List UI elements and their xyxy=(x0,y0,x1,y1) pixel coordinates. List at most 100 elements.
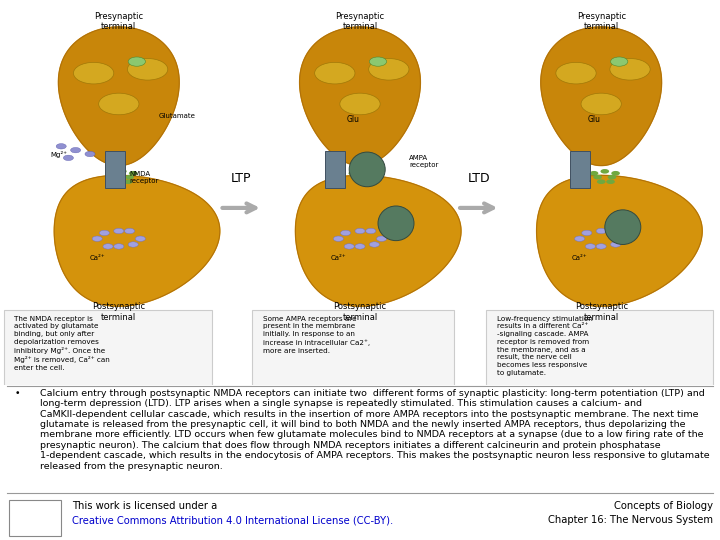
Circle shape xyxy=(127,58,168,80)
Circle shape xyxy=(593,175,602,179)
Circle shape xyxy=(556,63,596,84)
Circle shape xyxy=(607,228,617,234)
Polygon shape xyxy=(541,27,662,166)
Ellipse shape xyxy=(378,206,414,241)
Text: Ca²⁺: Ca²⁺ xyxy=(330,255,346,261)
Circle shape xyxy=(366,175,375,179)
Circle shape xyxy=(585,244,595,249)
FancyBboxPatch shape xyxy=(486,310,713,387)
Text: Some AMPA receptors are
present in the membrane
initially. In response to an
inc: Some AMPA receptors are present in the m… xyxy=(263,316,370,354)
Circle shape xyxy=(365,179,374,184)
Text: Postsynaptic
terminal: Postsynaptic terminal xyxy=(92,302,145,321)
Text: •: • xyxy=(14,389,20,398)
Circle shape xyxy=(341,230,351,235)
Circle shape xyxy=(344,244,354,249)
Circle shape xyxy=(590,171,598,176)
Text: Postsynaptic
terminal: Postsynaptic terminal xyxy=(333,302,387,321)
Polygon shape xyxy=(300,27,420,166)
Circle shape xyxy=(348,171,357,176)
Text: ©®: ©® xyxy=(26,513,46,523)
Polygon shape xyxy=(58,27,179,166)
Circle shape xyxy=(369,242,379,247)
Circle shape xyxy=(340,93,380,114)
Circle shape xyxy=(611,171,620,176)
Circle shape xyxy=(596,228,606,234)
Circle shape xyxy=(111,175,120,179)
Circle shape xyxy=(92,236,102,241)
Text: Postsynaptic
terminal: Postsynaptic terminal xyxy=(575,302,628,321)
Circle shape xyxy=(582,230,592,235)
Text: Mg²⁺: Mg²⁺ xyxy=(50,151,68,158)
Circle shape xyxy=(315,63,355,84)
Circle shape xyxy=(600,169,609,174)
Circle shape xyxy=(575,236,585,241)
Circle shape xyxy=(56,144,66,149)
Ellipse shape xyxy=(605,210,641,245)
Circle shape xyxy=(369,57,387,66)
Circle shape xyxy=(356,179,364,184)
Circle shape xyxy=(114,179,123,184)
Circle shape xyxy=(128,242,138,247)
Circle shape xyxy=(581,93,621,114)
FancyBboxPatch shape xyxy=(252,310,454,387)
Circle shape xyxy=(377,236,387,241)
Circle shape xyxy=(352,175,361,179)
Ellipse shape xyxy=(349,152,385,187)
Text: Glu: Glu xyxy=(346,115,359,124)
Circle shape xyxy=(114,244,124,249)
Circle shape xyxy=(103,244,113,249)
Circle shape xyxy=(610,58,650,80)
Text: Presynaptic
terminal: Presynaptic terminal xyxy=(94,11,143,31)
Circle shape xyxy=(71,147,81,153)
Circle shape xyxy=(128,57,145,66)
FancyBboxPatch shape xyxy=(105,151,125,187)
Text: This work is licensed under a: This work is licensed under a xyxy=(72,501,217,511)
Circle shape xyxy=(73,63,114,84)
Circle shape xyxy=(125,228,135,234)
Circle shape xyxy=(85,151,95,157)
Circle shape xyxy=(366,228,376,234)
Circle shape xyxy=(99,230,109,235)
FancyBboxPatch shape xyxy=(570,151,590,187)
Text: LTD: LTD xyxy=(467,172,490,185)
Circle shape xyxy=(107,171,116,176)
FancyBboxPatch shape xyxy=(4,310,212,387)
Text: Concepts of Biology: Concepts of Biology xyxy=(613,501,713,511)
Circle shape xyxy=(124,179,132,184)
Circle shape xyxy=(333,236,343,241)
Circle shape xyxy=(606,179,615,184)
Circle shape xyxy=(596,244,606,249)
Text: Glutamate: Glutamate xyxy=(158,112,195,118)
Circle shape xyxy=(618,236,628,241)
FancyBboxPatch shape xyxy=(325,151,345,187)
Circle shape xyxy=(129,171,138,176)
Circle shape xyxy=(63,155,73,160)
Circle shape xyxy=(608,175,616,179)
Circle shape xyxy=(135,236,145,241)
Circle shape xyxy=(369,58,409,80)
Text: AMPA
receptor: AMPA receptor xyxy=(409,155,438,168)
Circle shape xyxy=(597,179,606,184)
Text: The NMDA receptor is
activated by glutamate
binding, but only after
depolarizati: The NMDA receptor is activated by glutam… xyxy=(14,316,110,371)
Circle shape xyxy=(118,169,127,174)
FancyBboxPatch shape xyxy=(9,500,61,536)
Text: Calcium entry through postsynaptic NMDA receptors can initiate two  different fo: Calcium entry through postsynaptic NMDA … xyxy=(40,389,709,470)
Text: Presynaptic
terminal: Presynaptic terminal xyxy=(336,11,384,31)
Text: Ca²⁺: Ca²⁺ xyxy=(572,255,588,261)
Polygon shape xyxy=(295,176,461,306)
Circle shape xyxy=(125,175,134,179)
Text: Presynaptic
terminal: Presynaptic terminal xyxy=(577,11,626,31)
Circle shape xyxy=(370,171,379,176)
Circle shape xyxy=(355,244,365,249)
Text: Glu: Glu xyxy=(588,115,600,124)
Polygon shape xyxy=(536,176,702,306)
Circle shape xyxy=(359,169,368,174)
Text: Ca²⁺: Ca²⁺ xyxy=(89,255,105,261)
Text: Creative Commons Attribution 4.0 International License (CC-BY).: Creative Commons Attribution 4.0 Interna… xyxy=(72,515,393,525)
Circle shape xyxy=(611,242,621,247)
Circle shape xyxy=(114,228,124,234)
Text: LTP: LTP xyxy=(231,172,251,185)
Circle shape xyxy=(355,228,365,234)
Circle shape xyxy=(99,93,139,114)
Polygon shape xyxy=(54,176,220,306)
